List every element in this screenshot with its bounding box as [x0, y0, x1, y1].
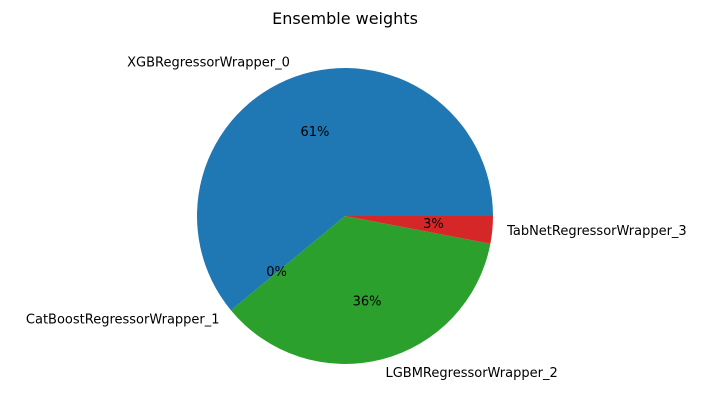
pie-slices: [196, 68, 494, 364]
slice-label-tabnetregressorwrapper-3: TabNetRegressorWrapper_3: [506, 224, 687, 239]
pie-labels: XGBRegressorWrapper_0 61% CatBoostRegresso…: [26, 55, 687, 381]
slice-label-catboostregressorwrapper-1: CatBoostRegressorWrapper_1: [26, 312, 220, 327]
slice-pct-tabnetregressorwrapper-3: 3%: [423, 217, 444, 232]
slice-label-xgbregressorwrapper-0: XGBRegressorWrapper_0: [127, 55, 290, 70]
pie-slice-xgbregressorwrapper-0: [196, 68, 494, 311]
pie-slice-lgbmregressorwrapper-2: [230, 216, 491, 364]
slice-pct-lgbmregressorwrapper-2: 36%: [353, 295, 382, 310]
pie-slice-tabnetregressorwrapper-3: [345, 216, 493, 244]
slice-pct-catboostregressorwrapper-1: 0%: [266, 265, 287, 280]
slice-pct-xgbregressorwrapper-0: 61%: [300, 125, 329, 140]
chart-title: Ensemble weights: [272, 9, 418, 28]
slice-label-lgbmregressorwrapper-2: LGBMRegressorWrapper_2: [385, 366, 557, 381]
